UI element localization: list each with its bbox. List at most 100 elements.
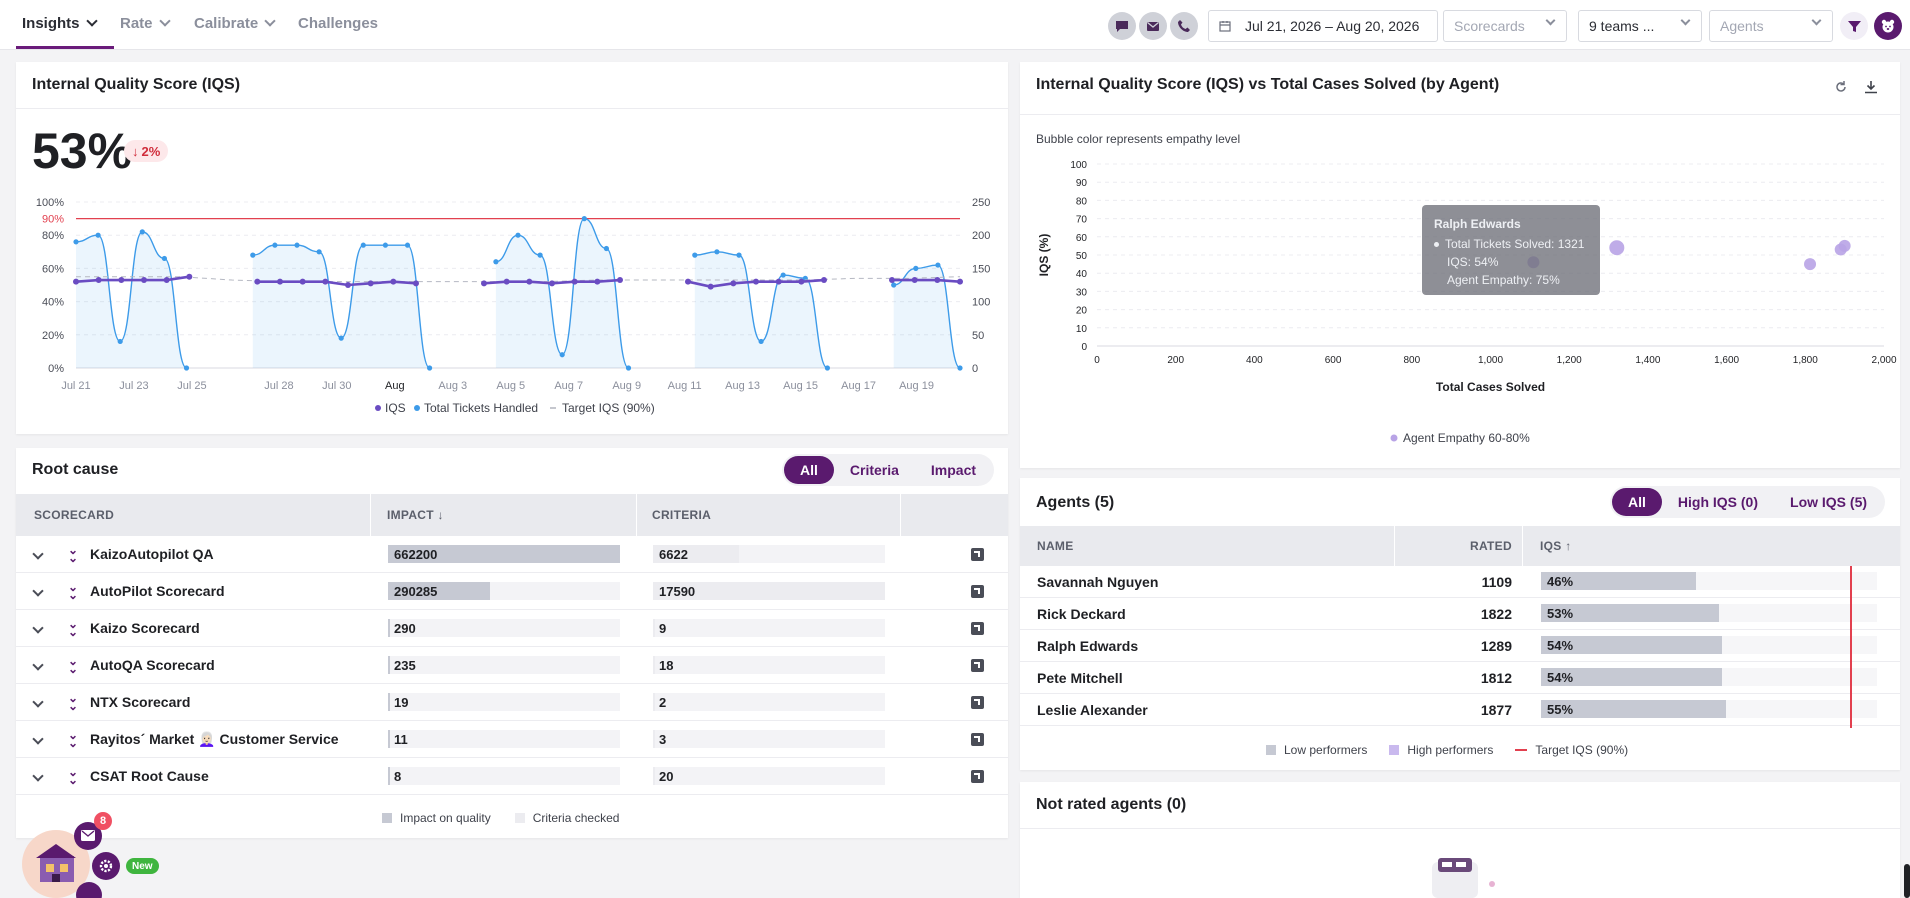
chevron-down-icon[interactable] [32,659,44,671]
table-row[interactable]: ⌄ ⌄ KaizoAutopilot QA 662200 6622 [16,536,1008,573]
root-cause-filter: All Criteria Impact [782,454,995,486]
open-external-icon[interactable] [971,622,984,635]
x-tick-label: 1,200 [1557,355,1582,366]
tickets-point [625,365,632,371]
tab-low-iqs[interactable]: Low IQS (5) [1790,494,1868,510]
tooltip-title: Ralph Edwards [1434,217,1521,231]
y-left-tick-label: 20% [42,330,64,342]
x-tick-label: Jul 25 [177,380,206,392]
open-external-icon[interactable] [971,733,984,746]
chevron-down-icon[interactable] [32,696,44,708]
criteria-value: 9 [659,621,667,636]
iqs-point [322,278,329,285]
table-row[interactable]: Pete Mitchell 1812 54% [1020,662,1900,694]
chevron-down-icon[interactable] [32,622,44,634]
y-right-tick-label: 250 [972,197,990,209]
divider [900,494,901,536]
chevron-down-icon[interactable] [32,770,44,782]
criteria-bar: 9 [653,619,885,637]
date-range-value: Jul 21, 2026 – Aug 20, 2026 [1245,18,1420,34]
email-channel-button[interactable] [1139,12,1167,40]
nav-challenges[interactable]: Challenges [298,15,378,32]
iqs-vs-cases-scatter: 0 10 20 30 40 50 60 70 80 90 100 0 200 400 600 800 1,000… [1037,160,1897,445]
table-row[interactable]: ⌄ ⌄ CSAT Root Cause 8 20 [16,758,1008,795]
nav-insights[interactable]: Insights [22,15,98,32]
table-row[interactable]: ⌄ ⌄ Rayitos´ Market 👩🏻‍🦳 Customer Service 1… [16,721,1008,758]
x-tick-label: Aug 3 [438,380,467,392]
tickets-point [559,352,565,358]
scorecards-select[interactable]: Scorecards [1443,10,1567,42]
iqs-point [934,277,941,284]
tab-criteria[interactable]: Criteria [849,462,899,478]
tab-high-iqs[interactable]: High IQS (0) [1677,494,1759,510]
agent-rated: 1109 [1481,574,1512,590]
download-icon[interactable] [1864,80,1878,94]
tab-impact[interactable]: Impact [930,462,977,478]
chevron-down-icon[interactable] [32,585,44,597]
open-external-icon[interactable] [971,659,984,672]
open-external-icon[interactable] [971,696,984,709]
table-row[interactable]: Savannah Nguyen 1109 46% [1020,566,1900,598]
chat-channel-button[interactable] [1108,12,1136,40]
table-row[interactable]: ⌄ ⌄ Kaizo Scorecard 290 9 [16,610,1008,647]
root-cause-legend: Impact on quality Criteria checked [382,811,619,825]
nav-calibrate[interactable]: Calibrate [194,15,276,32]
reset-icon[interactable] [1834,80,1848,94]
tab-all[interactable]: All [784,456,834,484]
chevron-down-icon [1545,15,1556,26]
impact-bar: 290 [388,619,620,637]
col-rated[interactable]: RATED [1470,539,1512,553]
widget-settings-button[interactable] [92,852,120,880]
empty-state-illustration-icon [1432,858,1495,898]
scorecards-placeholder: Scorecards [1454,18,1525,34]
legend-swatch [514,813,525,823]
nav-active-indicator [16,46,114,49]
divider [1394,526,1395,566]
impact-bar-fill [388,619,390,637]
target-iqs-line [1850,566,1852,728]
user-avatar[interactable] [1874,12,1902,40]
tickets-point [935,262,941,268]
criteria-bar: 6622 [653,545,885,563]
teams-select[interactable]: 9 teams ... [1578,10,1702,42]
iqs-point [118,277,125,284]
agent-name: Savannah Nguyen [1037,574,1159,590]
impact-value: 11 [394,732,408,747]
table-row[interactable]: ⌄ ⌄ AutoPilot Scorecard 290285 17590 [16,573,1008,610]
widget-help-button[interactable] [76,882,102,898]
table-row[interactable]: ⌄ ⌄ AutoQA Scorecard 235 18 [16,647,1008,684]
table-row[interactable]: Rick Deckard 1822 53% [1020,598,1900,630]
date-range-picker[interactable]: Jul 21, 2026 – Aug 20, 2026 [1208,10,1438,42]
iqs-point [186,273,193,280]
legend-iqs-marker [375,405,381,411]
nav-rate[interactable]: Rate [120,15,171,32]
y-tick-label: 70 [1076,215,1088,226]
chevron-down-icon[interactable] [32,733,44,745]
impact-bar-fill [388,767,390,785]
table-row[interactable]: Ralph Edwards 1289 54% [1020,630,1900,662]
col-impact[interactable]: IMPACT ↓ [387,508,444,522]
open-external-icon[interactable] [971,770,984,783]
col-scorecard[interactable]: SCORECARD [34,508,115,522]
table-row[interactable]: Leslie Alexander 1877 55% [1020,694,1900,726]
tickets-point [758,338,764,345]
col-name[interactable]: NAME [1037,539,1074,553]
open-external-icon[interactable] [971,585,984,598]
tickets-point [272,242,278,248]
table-row[interactable]: ⌄ ⌄ NTX Scorecard 19 2 [16,684,1008,721]
phone-channel-button[interactable] [1170,12,1198,40]
chevron-down-icon[interactable] [32,548,44,560]
filter-button[interactable] [1840,12,1868,40]
iqs-point [503,278,510,285]
col-iqs[interactable]: IQS ↑ [1540,539,1572,553]
y-tick-label: 0 [1081,342,1087,353]
col-criteria[interactable]: CRITERIA [652,508,712,522]
agents-select[interactable]: Agents [1709,10,1833,42]
iqs-point [481,280,487,287]
tab-all[interactable]: All [1612,488,1662,516]
scrollbar-thumb[interactable] [1904,864,1910,898]
iqs-point [594,278,601,285]
agent-name: Leslie Alexander [1037,702,1148,718]
tickets-point [73,239,79,245]
open-external-icon[interactable] [971,548,984,561]
